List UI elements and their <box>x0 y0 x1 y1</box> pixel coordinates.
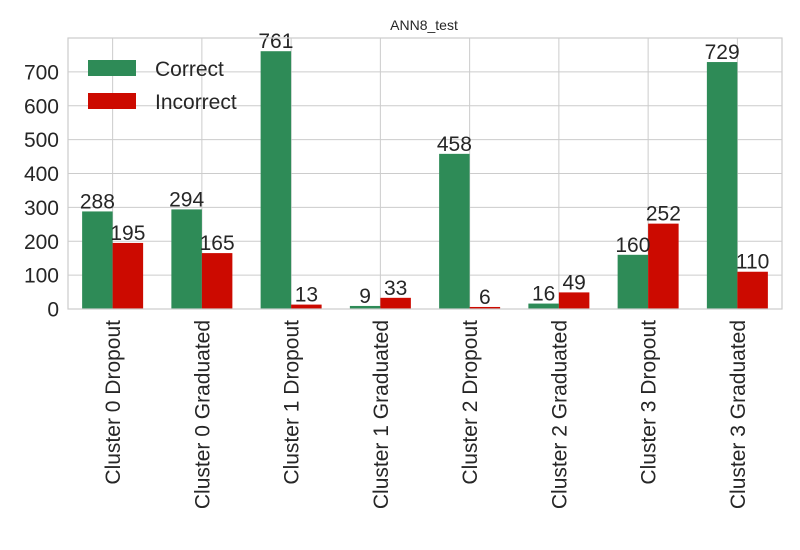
legend-swatch-incorrect <box>88 93 136 109</box>
data-label-correct-2: 761 <box>258 30 293 53</box>
data-label-correct-3: 9 <box>359 285 371 308</box>
bar-incorrect-1 <box>201 253 233 309</box>
plot-frame <box>67 37 783 310</box>
bar-correct-7 <box>706 62 738 309</box>
data-label-incorrect-0: 195 <box>110 222 145 245</box>
data-label-incorrect-3: 33 <box>384 277 407 300</box>
bar-incorrect-4 <box>469 306 501 309</box>
data-label-incorrect-2: 13 <box>295 284 318 307</box>
y-tick-label: 400 <box>24 163 59 186</box>
data-label-correct-4: 458 <box>437 133 472 156</box>
data-label-incorrect-7: 110 <box>736 251 769 274</box>
y-tick-label: 200 <box>24 231 59 254</box>
x-tick-label: Cluster 1 Dropout <box>281 320 304 485</box>
data-label-correct-5: 16 <box>532 283 555 306</box>
bars <box>82 51 768 310</box>
bar-correct-2 <box>260 51 292 310</box>
x-tick-label: Cluster 0 Dropout <box>102 320 125 485</box>
y-tick-label: 0 <box>47 299 59 322</box>
y-axis-ticks: 0 100 200 300 400 500 600 700 <box>24 61 59 321</box>
x-tick-label: Cluster 1 Graduated <box>370 320 393 509</box>
data-label-incorrect-6: 252 <box>646 203 681 226</box>
bar-correct-0 <box>82 211 113 309</box>
x-tick-label: Cluster 3 Dropout <box>638 320 661 485</box>
bar-incorrect-7 <box>737 271 768 309</box>
y-tick-label: 700 <box>24 61 59 84</box>
bar-incorrect-5 <box>558 292 590 309</box>
chart-title: ANN8_test <box>390 17 458 33</box>
x-tick-label: Cluster 0 Graduated <box>191 320 214 509</box>
y-tick-label: 600 <box>24 95 59 118</box>
data-label-correct-6: 160 <box>615 234 650 257</box>
bar-incorrect-6 <box>648 223 679 309</box>
bar-incorrect-3 <box>380 297 411 309</box>
data-label-incorrect-4: 6 <box>479 286 491 309</box>
bar-correct-1 <box>171 209 202 309</box>
y-tick-label: 500 <box>24 129 59 152</box>
data-labels: 288 294 761 9 458 16 160 729 195 165 13 33 6 49 252 110 <box>80 30 770 309</box>
data-label-correct-1: 294 <box>169 188 204 211</box>
bar-correct-4 <box>439 153 470 309</box>
bar-correct-6 <box>617 254 649 309</box>
bar-correct-3 <box>349 305 381 309</box>
x-tick-label: Cluster 2 Graduated <box>548 320 571 509</box>
data-label-incorrect-1: 165 <box>200 232 235 255</box>
legend-label-correct: Correct <box>155 58 224 81</box>
x-tick-label: Cluster 2 Dropout <box>459 320 482 485</box>
bar-incorrect-0 <box>112 242 144 309</box>
legend-label-incorrect: Incorrect <box>155 91 237 114</box>
legend: Correct Incorrect <box>88 58 237 114</box>
data-label-incorrect-5: 49 <box>562 271 585 294</box>
x-tick-label: Cluster 3 Graduated <box>727 320 750 509</box>
data-label-correct-0: 288 <box>80 190 115 213</box>
bar-incorrect-2 <box>291 304 322 309</box>
y-tick-label: 100 <box>24 265 59 288</box>
data-label-correct-7: 729 <box>705 41 740 64</box>
y-tick-label: 300 <box>24 197 59 220</box>
x-axis-ticks: Cluster 0 Dropout Cluster 0 Graduated Clus… <box>102 320 750 509</box>
bar-correct-5 <box>528 303 559 309</box>
legend-swatch-correct <box>88 60 136 76</box>
